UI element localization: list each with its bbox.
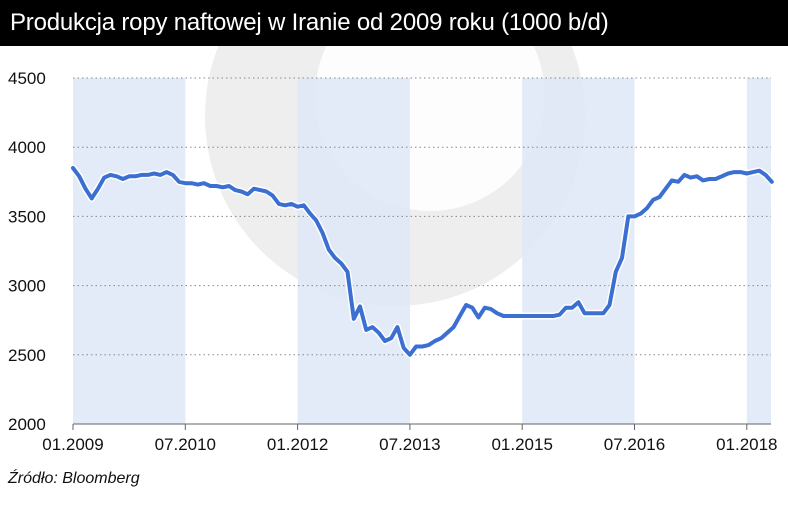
- y-tick-label: 2500: [8, 346, 46, 365]
- y-tick-label: 4000: [8, 138, 46, 157]
- x-tick-label: 07.2016: [604, 435, 665, 454]
- x-tick-label: 07.2013: [379, 435, 440, 454]
- y-tick-label: 3000: [8, 277, 46, 296]
- x-tick-label: 01.2018: [716, 435, 777, 454]
- x-tick-label: 01.2009: [42, 435, 103, 454]
- x-tick-label: 01.2015: [491, 435, 552, 454]
- shaded-period-2: [522, 78, 635, 424]
- y-tick-label: 2000: [8, 415, 46, 434]
- x-axis: 01.2009 07.2010 01.2012 07.2013 01.2015 07.20…: [42, 423, 778, 454]
- y-tick-label: 4500: [8, 69, 46, 88]
- y-axis: 2000 2500 3000 3500 4000 4500: [8, 69, 46, 434]
- shaded-period-0: [73, 78, 186, 424]
- shaded-periods: [73, 78, 771, 424]
- chart-title: Produkcja ropy naftowej w Iranie od 2009…: [10, 9, 609, 36]
- y-tick-label: 3500: [8, 207, 46, 226]
- source-note: Źródło: Bloomberg: [8, 470, 140, 487]
- x-tick-label: 07.2010: [155, 435, 216, 454]
- shaded-period-1: [297, 78, 410, 424]
- shaded-period-3: [746, 78, 771, 424]
- series-layer: [69, 164, 776, 359]
- x-tick-label: 01.2012: [267, 435, 328, 454]
- series-line: [71, 166, 774, 357]
- title-bar: Produkcja ropy naftowej w Iranie od 2009…: [0, 0, 788, 46]
